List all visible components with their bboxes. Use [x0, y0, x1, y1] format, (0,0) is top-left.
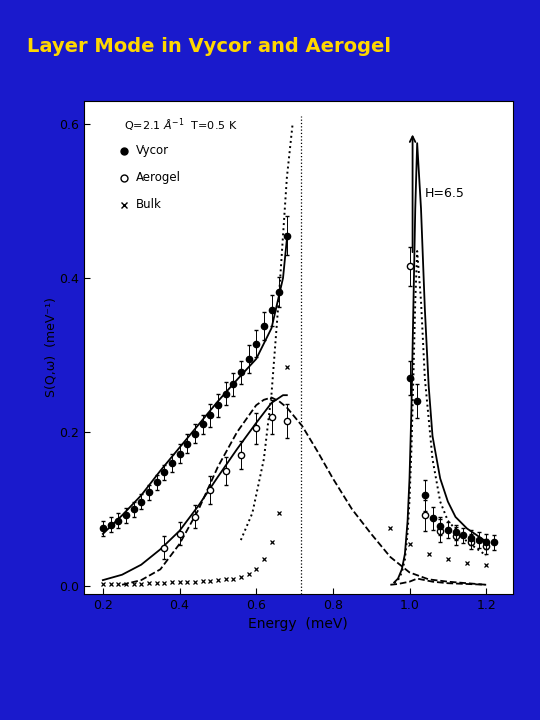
Text: Layer Mode in Vycor and Aerogel: Layer Mode in Vycor and Aerogel	[27, 37, 391, 56]
Y-axis label: S(Q,ω)  (meV⁻¹): S(Q,ω) (meV⁻¹)	[44, 297, 57, 397]
Text: Q=2.1 $\AA^{-1}$  T=0.5 K: Q=2.1 $\AA^{-1}$ T=0.5 K	[124, 117, 238, 134]
X-axis label: Energy  (meV): Energy (meV)	[248, 618, 348, 631]
Text: H=6.5: H=6.5	[425, 186, 465, 199]
Text: Aerogel: Aerogel	[136, 171, 180, 184]
Text: Vycor: Vycor	[136, 145, 168, 158]
Text: Bulk: Bulk	[136, 198, 161, 212]
